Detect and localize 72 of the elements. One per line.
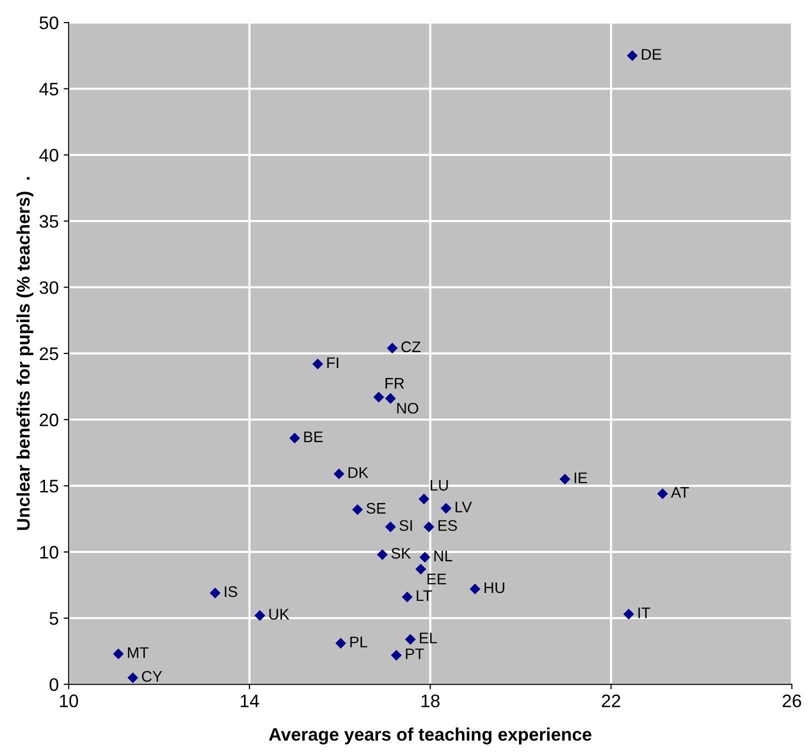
annotation: NL — [434, 550, 452, 562]
annotation: PL — [350, 636, 368, 648]
annotation: BE — [304, 432, 323, 442]
x-tick-label: 26 — [782, 694, 802, 708]
point — [373, 392, 384, 402]
point — [113, 648, 124, 660]
y-tick-label: 0 — [50, 678, 58, 692]
y-tick-label: 40 — [39, 148, 58, 162]
annotation: DK — [348, 467, 368, 478]
point — [390, 650, 402, 661]
point — [386, 342, 398, 354]
annotation: NO — [397, 402, 418, 414]
annotation: FR — [386, 378, 404, 389]
annotation: EL — [420, 632, 437, 644]
y-tick-label: 50 — [40, 16, 58, 30]
y-tick-label: 15 — [40, 480, 58, 493]
y-axis-title: Unclear benefits for pupils (% teachers) . — [16, 177, 34, 530]
point — [210, 588, 220, 598]
annotation: EE — [428, 574, 446, 584]
point — [312, 358, 324, 370]
point — [402, 592, 413, 602]
annotation: IS — [224, 586, 238, 598]
point — [289, 432, 300, 444]
point — [352, 504, 363, 515]
y-tick-label: 10 — [40, 546, 58, 559]
annotation: MT — [128, 647, 148, 658]
point — [335, 638, 346, 649]
point — [376, 549, 388, 560]
y-tick-label: 20 — [40, 414, 58, 426]
point — [623, 608, 634, 620]
annotation: CY — [142, 670, 162, 682]
annotation: SK — [391, 548, 411, 559]
y-tick-label: 25 — [40, 347, 58, 360]
x-tick-label: 22 — [602, 694, 620, 708]
y-tick-label: 35 — [40, 215, 58, 228]
y-tick-label: 45 — [39, 82, 58, 96]
x-tick-label: 14 — [240, 694, 259, 708]
point — [470, 584, 480, 594]
annotation: IE — [574, 472, 588, 484]
point — [440, 502, 452, 514]
point — [385, 393, 396, 404]
point — [385, 521, 396, 532]
annotation: ES — [438, 520, 457, 531]
point — [419, 552, 430, 563]
point — [127, 672, 138, 684]
x-axis-title: Average years of teaching experience — [268, 728, 592, 744]
annotation: LU — [430, 480, 448, 491]
point — [418, 494, 430, 504]
point — [334, 468, 344, 480]
annotation: IT — [638, 608, 650, 618]
annotation: CZ — [401, 341, 421, 352]
x-tick-label: 18 — [422, 694, 440, 708]
point — [657, 488, 668, 500]
point — [560, 474, 570, 485]
point — [415, 564, 426, 575]
point — [404, 634, 416, 645]
annotation: LV — [456, 502, 472, 512]
point — [424, 521, 434, 532]
annotation: LT — [416, 590, 432, 601]
annotation: HU — [484, 582, 504, 594]
point — [626, 50, 638, 62]
annotation: AT — [670, 487, 689, 498]
y-tick-label: 30 — [40, 281, 58, 294]
point — [254, 610, 266, 621]
y-tick-label: 5 — [50, 612, 58, 625]
annotation: DE — [642, 49, 662, 60]
annotation: FI — [327, 357, 338, 368]
x-tick-label: 10 — [60, 694, 78, 708]
annotation: PT — [406, 648, 424, 660]
annotation: SI — [400, 520, 412, 531]
annotation: SE — [366, 502, 386, 514]
annotation: UK — [269, 608, 290, 620]
